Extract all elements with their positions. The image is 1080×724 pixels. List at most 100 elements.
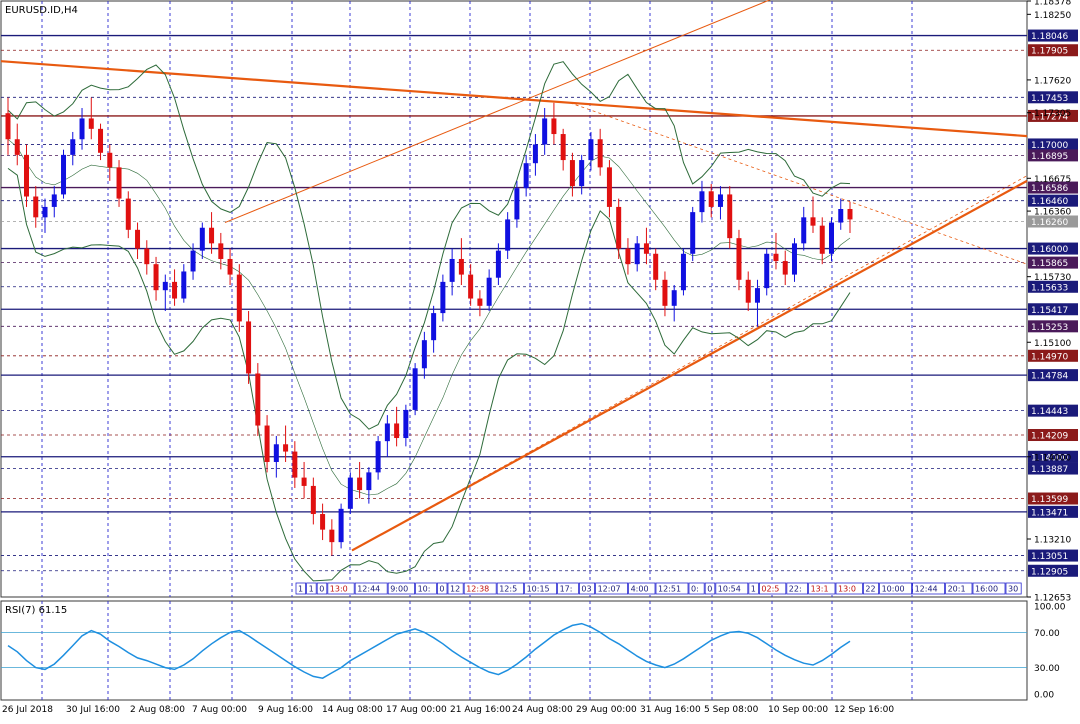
lower-band bbox=[7, 167, 851, 582]
time-marker-box bbox=[808, 582, 836, 595]
price-level-label: 1.16260 bbox=[1031, 218, 1068, 228]
rsi-line bbox=[7, 622, 851, 679]
time-marker-box bbox=[688, 582, 705, 595]
bear-candle bbox=[810, 217, 816, 226]
time-marker-label: 12:5 bbox=[499, 585, 517, 594]
support-trendline bbox=[351, 179, 1028, 552]
bull-candle bbox=[754, 288, 760, 303]
bull-candle bbox=[671, 290, 677, 306]
price-level-tag bbox=[1028, 564, 1078, 577]
bear-candle bbox=[88, 118, 94, 129]
price-level-label: 1.13599 bbox=[1031, 495, 1068, 505]
time-axis-label: 10 Sep 00:00 bbox=[768, 705, 828, 715]
price-level-label: 1.14970 bbox=[1031, 352, 1068, 362]
bear-candle bbox=[236, 274, 242, 322]
time-marker-box bbox=[295, 582, 307, 595]
bear-candle bbox=[782, 261, 788, 275]
bear-candle bbox=[847, 209, 853, 220]
grid-lines bbox=[41, 1, 913, 700]
bear-candle bbox=[227, 258, 233, 275]
bull-candle bbox=[717, 194, 723, 207]
bear-candle bbox=[468, 274, 474, 299]
time-marker-box bbox=[415, 582, 437, 595]
bear-candle bbox=[736, 238, 742, 280]
bear-candle bbox=[246, 321, 252, 374]
price-level-label: 1.16460 bbox=[1031, 197, 1068, 207]
price-level-tag bbox=[1028, 242, 1078, 255]
price-level-label: 1.15417 bbox=[1031, 306, 1068, 316]
time-marker-label: 13:0 bbox=[330, 585, 348, 594]
price-tick-label: 1.14000 bbox=[1034, 453, 1071, 463]
price-level-label: 1.15633 bbox=[1031, 283, 1068, 293]
time-marker-box bbox=[1005, 582, 1022, 595]
time-marker-box bbox=[835, 582, 863, 595]
bear-candle bbox=[310, 485, 316, 515]
price-level-tag bbox=[1028, 450, 1078, 463]
time-marker-box bbox=[879, 582, 912, 595]
time-axis-label: 12 Sep 16:00 bbox=[834, 705, 894, 715]
price-level-tag bbox=[1028, 462, 1078, 475]
price-tick-label: 1.18378 bbox=[1034, 0, 1071, 8]
bear-candle bbox=[301, 477, 307, 486]
price-tick-label: 1.16360 bbox=[1034, 208, 1071, 218]
price-tick-label: 1.15730 bbox=[1034, 273, 1071, 283]
time-marker-box bbox=[447, 582, 464, 595]
bear-candle bbox=[569, 160, 575, 187]
time-marker-box bbox=[557, 582, 579, 595]
bull-candle bbox=[514, 188, 520, 220]
time-marker-box bbox=[579, 582, 596, 595]
bear-candle bbox=[727, 194, 733, 239]
time-marker-label: 1 bbox=[298, 585, 303, 594]
price-level-tag bbox=[1028, 44, 1078, 57]
bear-candle bbox=[144, 248, 150, 265]
bull-candle bbox=[42, 206, 48, 218]
bear-candle bbox=[708, 191, 714, 207]
price-level-label: 1.12905 bbox=[1031, 567, 1068, 577]
bear-candle bbox=[283, 444, 289, 452]
bear-candle bbox=[653, 253, 659, 280]
bear-candle bbox=[135, 229, 141, 249]
bull-candle bbox=[273, 444, 279, 462]
time-marker-box bbox=[972, 582, 1006, 595]
price-tick-label: 1.13210 bbox=[1034, 536, 1071, 546]
time-marker-label: 03 bbox=[581, 585, 591, 594]
time-axis-label: 5 Sep 08:00 bbox=[704, 705, 759, 715]
price-level-tag bbox=[1028, 256, 1078, 269]
price-level-tag bbox=[1028, 194, 1078, 207]
resistance-trendline bbox=[0, 60, 1028, 138]
time-marker-label: 10: bbox=[418, 585, 431, 594]
time-axis-label: 29 Aug 00:00 bbox=[576, 705, 637, 715]
time-marker-box bbox=[316, 582, 328, 595]
upper-band bbox=[7, 61, 851, 430]
bear-candle bbox=[292, 451, 298, 478]
bull-candle bbox=[431, 313, 437, 341]
time-marker-label: 12 bbox=[450, 585, 460, 594]
bull-candle bbox=[70, 139, 76, 155]
price-level-label: 1.17274 bbox=[1031, 112, 1068, 122]
price-level-tag bbox=[1028, 138, 1078, 151]
time-axis-label: 31 Aug 16:00 bbox=[640, 705, 701, 715]
trend-lines bbox=[0, 0, 1028, 552]
time-marker-label: 4:00 bbox=[631, 585, 649, 594]
time-marker-box bbox=[912, 582, 945, 595]
time-marker-box bbox=[628, 582, 656, 595]
price-level-tag bbox=[1028, 280, 1078, 293]
price-tick-label: 1.17620 bbox=[1034, 76, 1071, 86]
bull-candle bbox=[338, 508, 344, 543]
price-level-label: 1.13051 bbox=[1031, 552, 1068, 562]
time-marker-label: 13:1 bbox=[811, 585, 829, 594]
bull-candle bbox=[190, 250, 196, 272]
price-level-label: 1.14443 bbox=[1031, 407, 1068, 417]
bull-candle bbox=[588, 139, 594, 161]
time-marker-box bbox=[759, 582, 787, 595]
bear-candle bbox=[255, 373, 261, 426]
bear-candle bbox=[14, 139, 20, 155]
bear-candle bbox=[477, 298, 483, 306]
rsi-label: RSI(7) 61.15 bbox=[5, 605, 67, 616]
time-axis-label: 24 Aug 08:00 bbox=[512, 705, 573, 715]
time-marker-label: 02:5 bbox=[761, 585, 779, 594]
time-axis-label: 14 Aug 08:00 bbox=[322, 705, 383, 715]
bear-candle bbox=[606, 167, 612, 207]
price-level-tag bbox=[1028, 369, 1078, 382]
time-marker-box bbox=[436, 582, 448, 595]
